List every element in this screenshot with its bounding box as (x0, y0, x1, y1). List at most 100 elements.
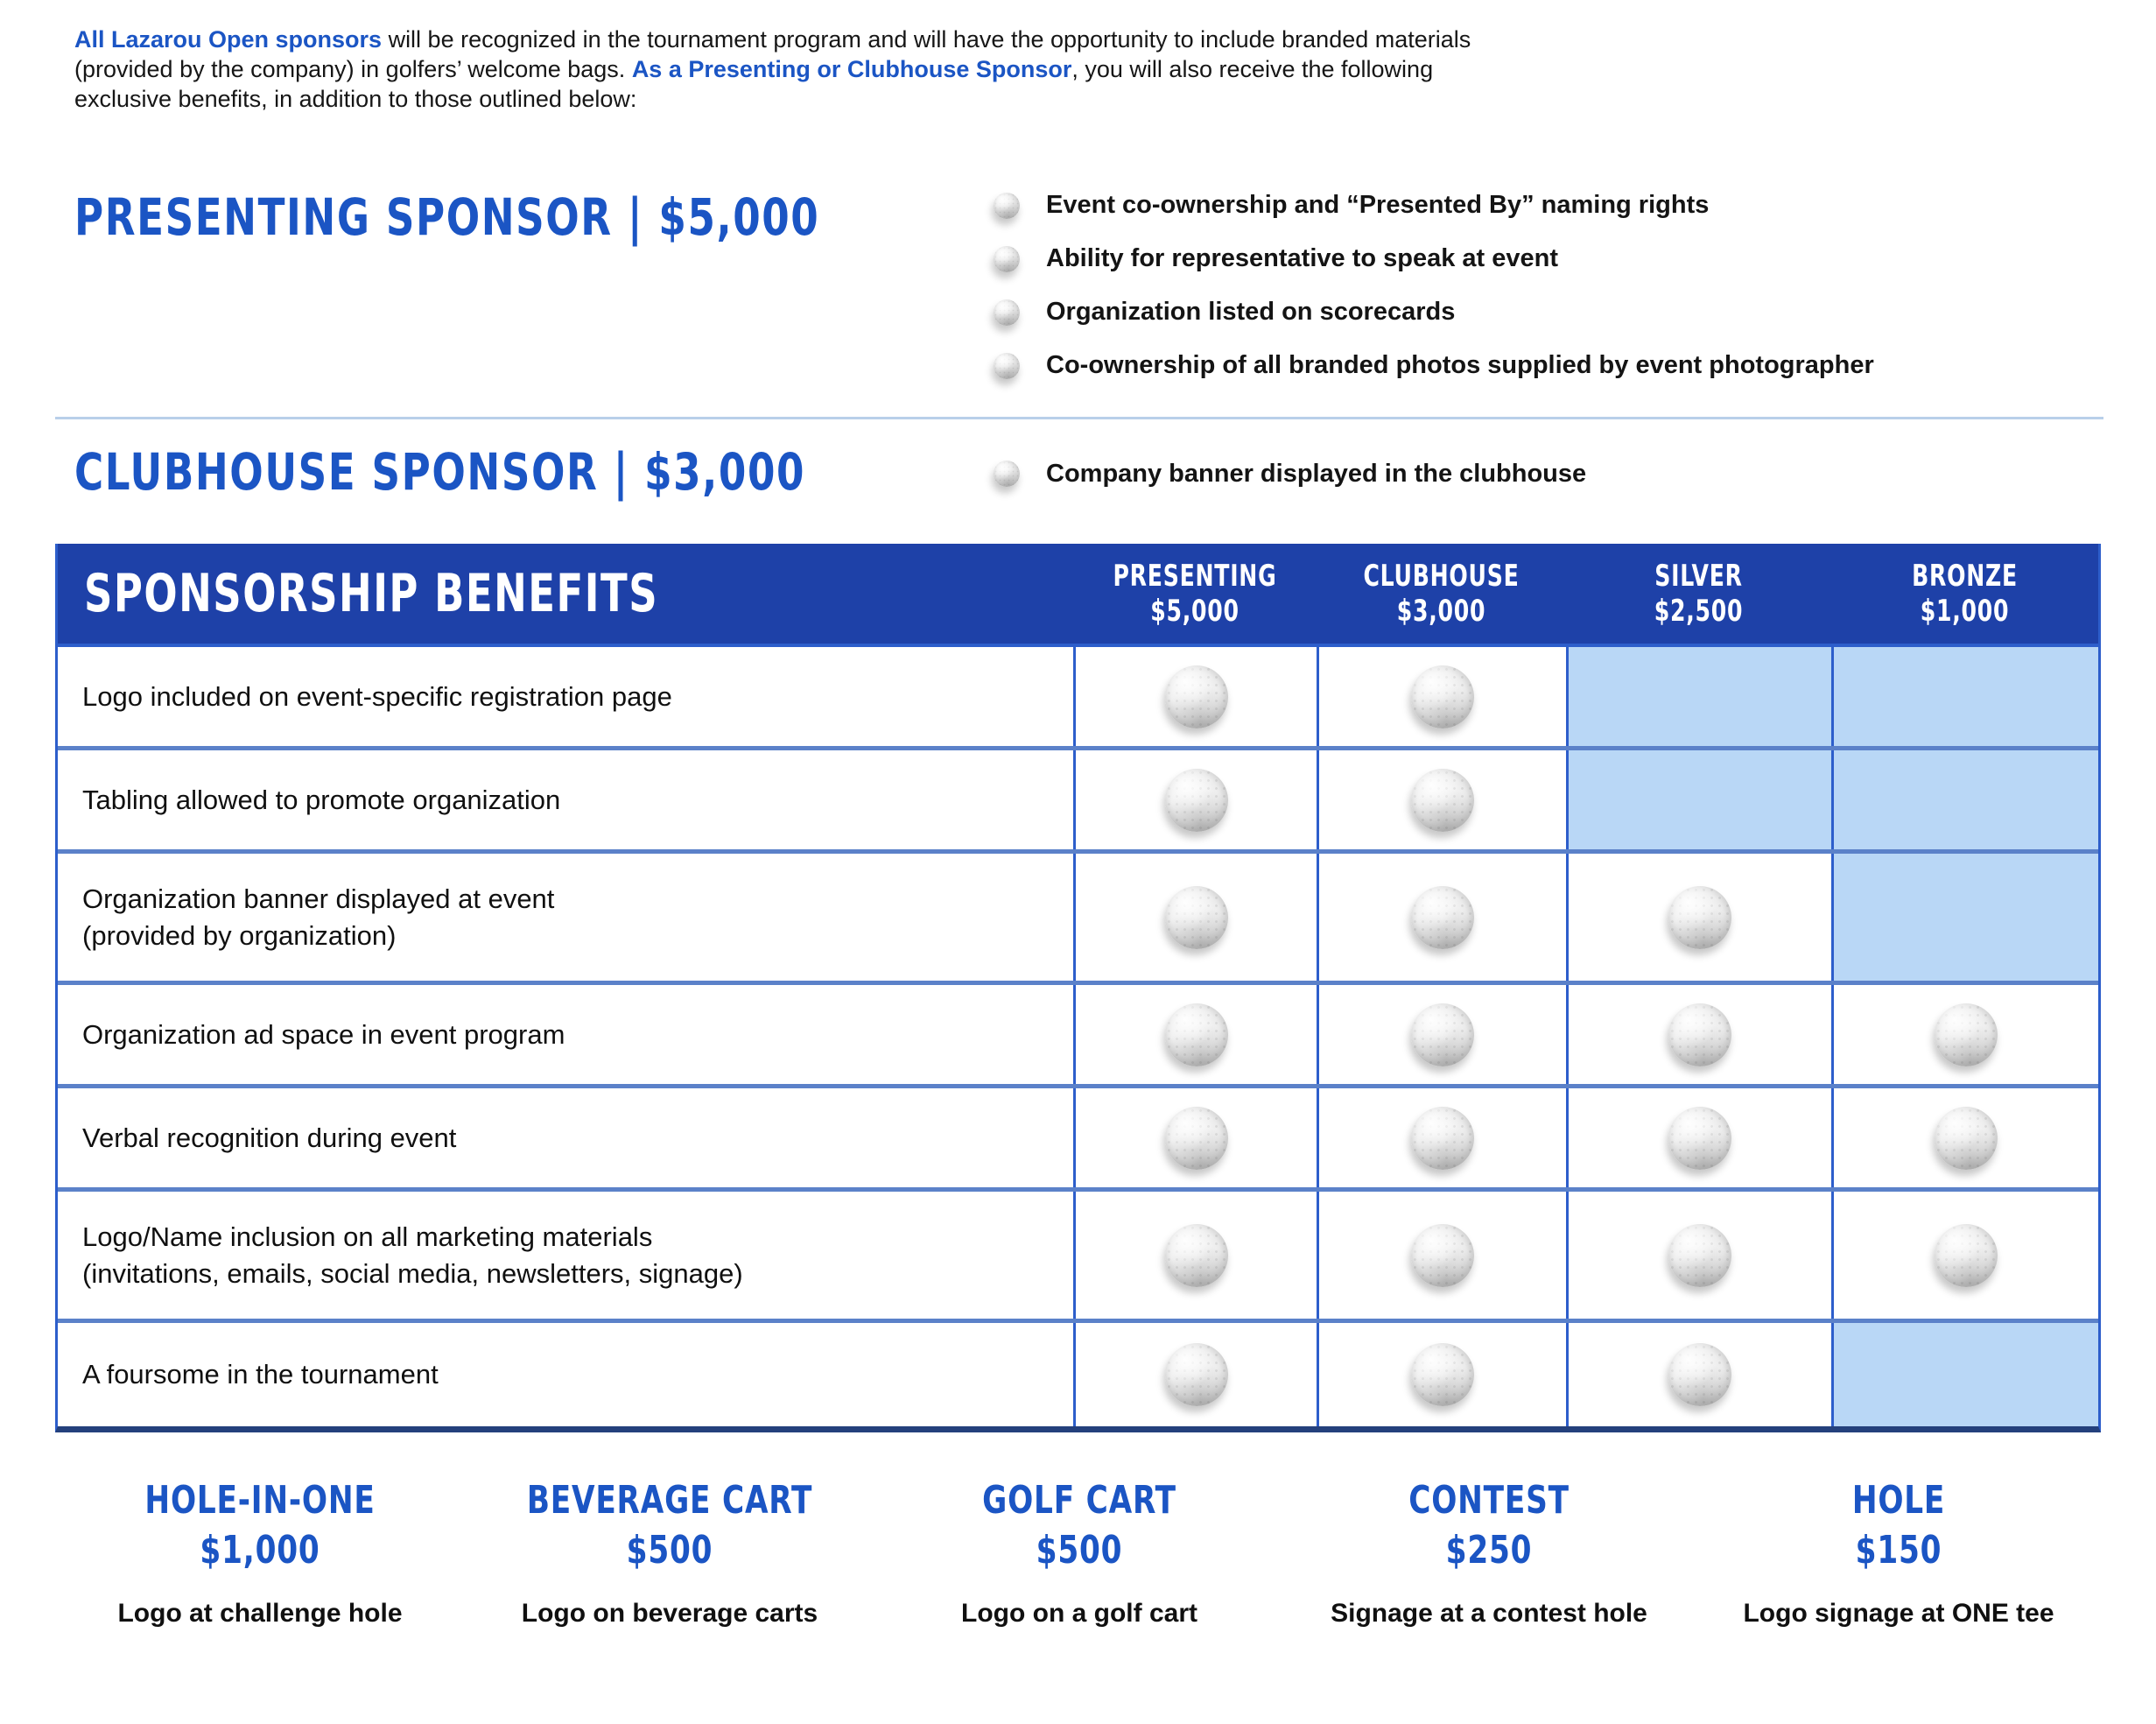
column-header-presenting: PRESENTING $5,000 (1073, 559, 1317, 629)
golf-ball-icon (1935, 1106, 1998, 1170)
list-item: Organization listed on scorecards (994, 298, 1874, 327)
benefit-label: A foursome in the tournament (58, 1323, 1073, 1426)
golf-ball-icon (1411, 1343, 1474, 1406)
benefit-label-text: Tabling allowed to promote organization (82, 784, 561, 815)
benefit-label-text: Logo included on event-specific registra… (82, 680, 672, 712)
benefit-included-cell (1566, 854, 1831, 981)
golf-ball-icon (1411, 1003, 1474, 1066)
table-title: SPONSORSHIP BENEFITS (84, 563, 659, 624)
table-row: Tabling allowed to promote organization (58, 750, 2098, 854)
benefit-excluded-cell (1831, 647, 2098, 746)
benefit-excluded-cell (1831, 854, 2098, 981)
benefit-included-cell (1831, 1192, 2098, 1319)
benefit-label-text: A foursome in the tournament (82, 1359, 439, 1390)
addon-description: Logo on a golf cart (961, 1599, 1197, 1628)
list-item: Co-ownership of all branded photos suppl… (994, 351, 1874, 380)
benefit-excluded-cell (1831, 750, 2098, 849)
golf-ball-icon (1668, 1343, 1731, 1406)
table-row: Logo included on event-specific registra… (58, 647, 2098, 750)
list-item: Event co-ownership and “Presented By” na… (994, 191, 1874, 220)
presenting-benefits-list: Event co-ownership and “Presented By” na… (994, 191, 1874, 380)
intro-text-2: , you will also receive the following ex… (74, 56, 1434, 112)
addon-description: Logo signage at ONE tee (1743, 1599, 2054, 1628)
addon-hole-in-one: HOLE-IN-ONE $1,000 Logo at challenge hol… (55, 1478, 465, 1629)
golf-ball-icon (1164, 1223, 1228, 1287)
benefit-included-cell (1317, 985, 1566, 1084)
benefit-text: Co-ownership of all branded photos suppl… (1046, 351, 1874, 379)
table-row: Verbal recognition during event (58, 1088, 2098, 1192)
benefit-included-cell (1073, 1192, 1317, 1319)
golf-ball-bullet-icon (994, 299, 1020, 326)
golf-ball-icon (1411, 768, 1474, 832)
column-header-clubhouse: CLUBHOUSE $3,000 (1317, 559, 1566, 629)
benefit-excluded-cell (1566, 647, 1831, 746)
golf-ball-icon (1411, 1106, 1474, 1170)
presenting-sponsor-section: PRESENTING SPONSOR | $5,000 Event co-own… (74, 187, 2103, 380)
benefit-excluded-cell (1831, 1323, 2098, 1426)
benefit-included-cell (1831, 1088, 2098, 1187)
golf-ball-icon (1164, 1003, 1228, 1066)
intro-highlight-2: As a Presenting or Clubhouse Sponsor (631, 56, 1072, 82)
golf-ball-bullet-icon (994, 352, 1020, 379)
golf-ball-icon (1164, 885, 1228, 949)
presenting-sponsor-heading-block: PRESENTING SPONSOR | $5,000 (74, 187, 994, 247)
golf-ball-icon (1668, 885, 1731, 949)
golf-ball-bullet-icon (994, 461, 1020, 487)
addon-name: BEVERAGE CART (526, 1478, 813, 1523)
addon-price: $500 (626, 1528, 713, 1573)
addon-name: GOLF CART (982, 1478, 1176, 1523)
benefit-included-cell (1566, 1323, 1831, 1426)
benefit-label-subtext: (provided by organization) (82, 919, 397, 951)
addon-hole: HOLE $150 Logo signage at ONE tee (1694, 1478, 2103, 1629)
addon-price: $150 (1855, 1528, 1942, 1573)
golf-ball-icon (1411, 665, 1474, 728)
clubhouse-sponsor-section: CLUBHOUSE SPONSOR | $3,000 Company banne… (74, 442, 2103, 502)
addon-description: Logo at challenge hole (117, 1599, 403, 1628)
intro-paragraph: All Lazarou Open sponsors will be recogn… (74, 25, 1475, 114)
list-item: Ability for representative to speak at e… (994, 244, 1874, 273)
addon-description: Signage at a contest hole (1331, 1599, 1647, 1628)
benefit-included-cell (1566, 1192, 1831, 1319)
benefit-label: Verbal recognition during event (58, 1088, 1073, 1187)
addon-name: CONTEST (1408, 1478, 1570, 1523)
table-row: A foursome in the tournament (58, 1323, 2098, 1426)
benefit-excluded-cell (1566, 750, 1831, 849)
addon-sponsorships: HOLE-IN-ONE $1,000 Logo at challenge hol… (55, 1478, 2103, 1629)
golf-ball-icon (1164, 1343, 1228, 1406)
column-price: $5,000 (1150, 594, 1240, 629)
table-header-row: SPONSORSHIP BENEFITS PRESENTING $5,000 C… (58, 544, 2098, 647)
benefit-included-cell (1317, 647, 1566, 746)
benefit-included-cell (1073, 750, 1317, 849)
benefit-included-cell (1317, 750, 1566, 849)
benefit-label: Logo included on event-specific registra… (58, 647, 1073, 746)
clubhouse-benefits-list: Company banner displayed in the clubhous… (994, 460, 1586, 489)
benefit-text: Ability for representative to speak at e… (1046, 244, 1559, 272)
benefit-label: Organization ad space in event program (58, 985, 1073, 1084)
addon-price: $500 (1036, 1528, 1123, 1573)
sponsorship-flyer: All Lazarou Open sponsors will be recogn… (0, 25, 2156, 1629)
intro-highlight-1: All Lazarou Open sponsors (74, 26, 383, 53)
benefit-included-cell (1317, 854, 1566, 981)
benefit-label-text: Logo/Name inclusion on all marketing mat… (82, 1221, 653, 1252)
column-name: PRESENTING (1113, 559, 1277, 594)
benefit-included-cell (1073, 985, 1317, 1084)
addon-contest: CONTEST $250 Signage at a contest hole (1284, 1478, 1694, 1629)
benefit-label-subtext: (invitations, emails, social media, news… (82, 1257, 743, 1289)
benefit-included-cell (1566, 985, 1831, 1084)
golf-ball-icon (1935, 1003, 1998, 1066)
intro-text-1: will be recognized in the tournament pro… (74, 26, 1471, 82)
benefit-included-cell (1073, 1088, 1317, 1187)
golf-ball-icon (1668, 1106, 1731, 1170)
table-row: Organization ad space in event program (58, 985, 2098, 1088)
benefit-text: Organization listed on scorecards (1046, 298, 1456, 326)
golf-ball-icon (1164, 768, 1228, 832)
benefit-included-cell (1073, 647, 1317, 746)
column-header-silver: SILVER $2,500 (1566, 559, 1831, 629)
benefit-included-cell (1566, 1088, 1831, 1187)
column-header-bronze: BRONZE $1,000 (1831, 559, 2098, 629)
addon-beverage-cart: BEVERAGE CART $500 Logo on beverage cart… (465, 1478, 874, 1629)
benefit-included-cell (1073, 1323, 1317, 1426)
benefit-included-cell (1073, 854, 1317, 981)
table-row: Logo/Name inclusion on all marketing mat… (58, 1192, 2098, 1323)
golf-ball-icon (1935, 1223, 1998, 1287)
